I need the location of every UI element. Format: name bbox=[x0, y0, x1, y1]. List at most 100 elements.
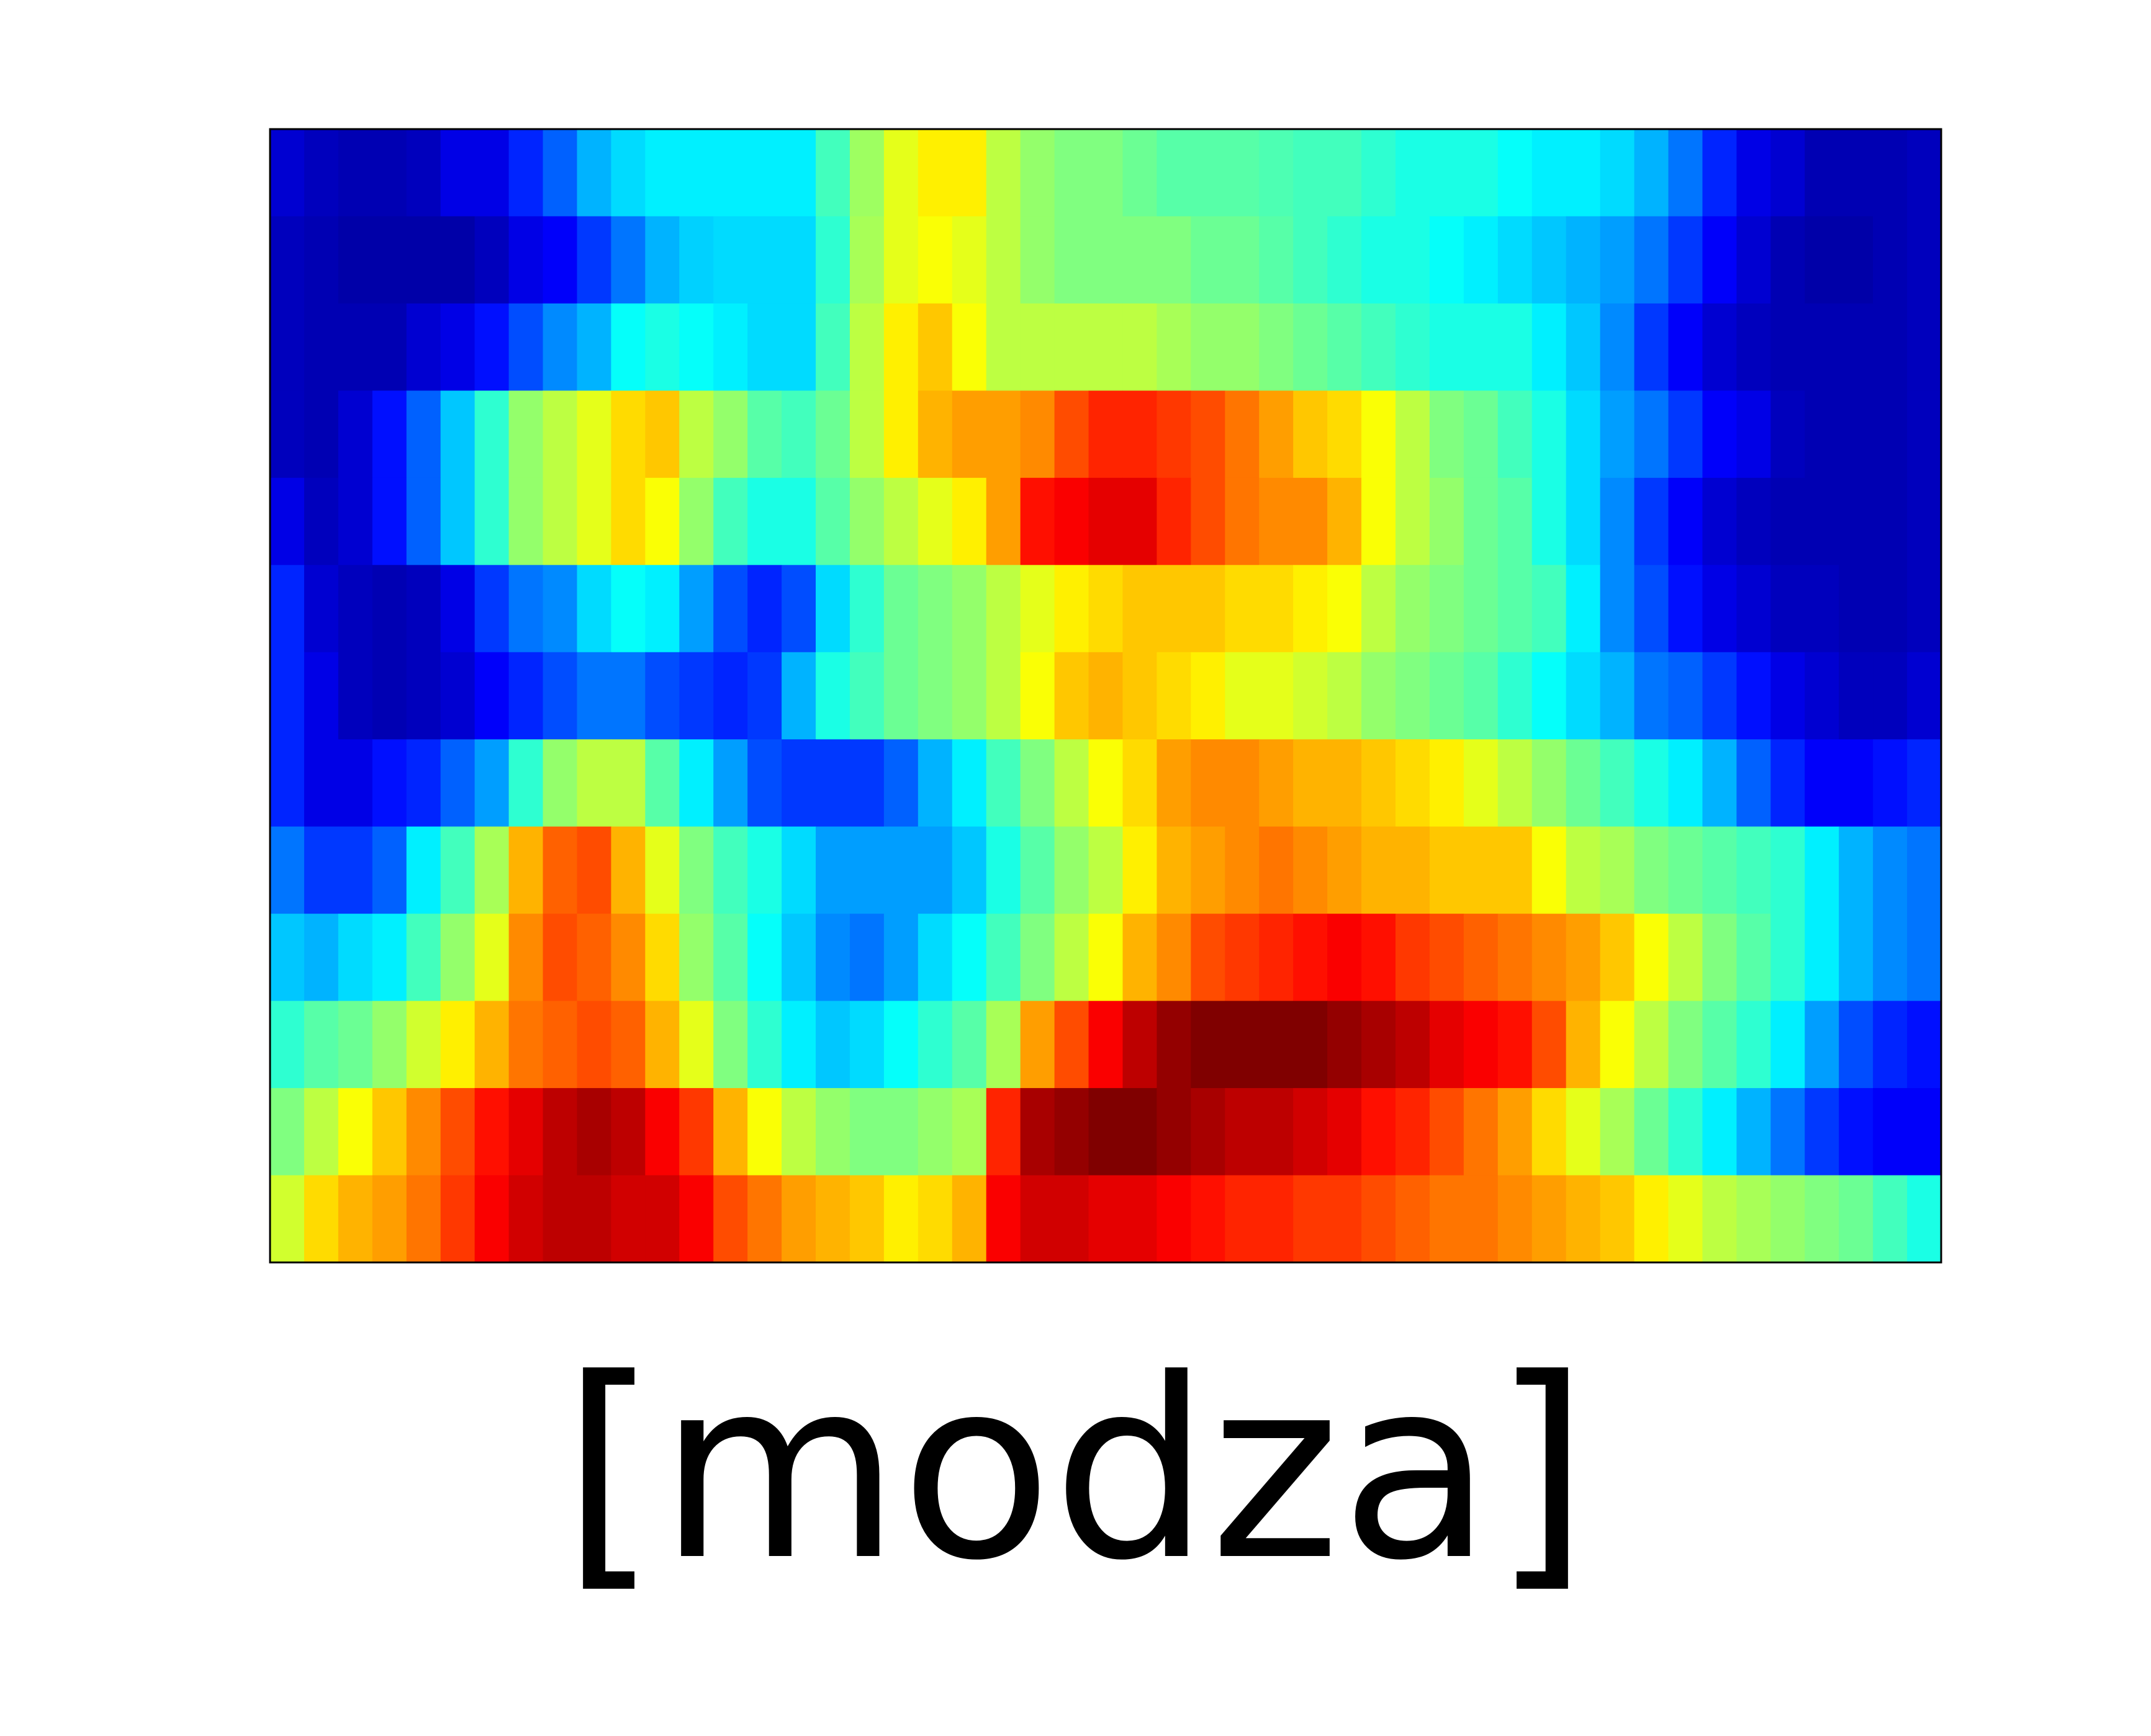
heatmap-cell-r6-c6 bbox=[474, 652, 510, 740]
heatmap-cell-r3-c20 bbox=[952, 390, 987, 479]
heatmap-cell-r10-c38 bbox=[1566, 1001, 1601, 1089]
heatmap-cell-r7-c21 bbox=[986, 739, 1021, 827]
heatmap-cell-r8-c35 bbox=[1463, 826, 1499, 914]
heatmap-cell-r6-c20 bbox=[952, 652, 987, 740]
heatmap-cell-r5-c17 bbox=[849, 565, 885, 653]
heatmap-cell-r0-c10 bbox=[611, 129, 646, 217]
heatmap-cell-r10-c13 bbox=[713, 1001, 748, 1089]
heatmap-cell-r5-c47 bbox=[1873, 565, 1908, 653]
heatmap-cell-r12-c46 bbox=[1839, 1175, 1874, 1263]
heatmap-cell-r5-c40 bbox=[1634, 565, 1669, 653]
heatmap-cell-r10-c21 bbox=[986, 1001, 1021, 1089]
heatmap-cell-r1-c45 bbox=[1805, 216, 1839, 304]
heatmap-cell-r6-c33 bbox=[1395, 652, 1430, 740]
heatmap-cell-r6-c18 bbox=[883, 652, 919, 740]
heatmap-cell-r2-c2 bbox=[338, 303, 373, 391]
heatmap-cell-r0-c22 bbox=[1020, 129, 1055, 217]
heatmap-cell-r9-c35 bbox=[1463, 914, 1499, 1002]
heatmap-cell-r8-c23 bbox=[1054, 826, 1089, 914]
heatmap-cell-r5-c4 bbox=[406, 565, 441, 653]
heatmap-cell-r2-c35 bbox=[1463, 303, 1499, 391]
heatmap-cell-r8-c17 bbox=[849, 826, 885, 914]
heatmap-cell-r8-c36 bbox=[1497, 826, 1533, 914]
heatmap-cell-r9-c24 bbox=[1088, 914, 1124, 1002]
heatmap-cell-r9-c31 bbox=[1327, 914, 1362, 1002]
heatmap-cell-r10-c19 bbox=[918, 1001, 953, 1089]
heatmap-cell-r5-c9 bbox=[577, 565, 611, 653]
heatmap-cell-r4-c39 bbox=[1600, 477, 1635, 565]
heatmap-cell-r2-c48 bbox=[1907, 303, 1942, 391]
heatmap-cell-r5-c12 bbox=[679, 565, 714, 653]
heatmap-cell-r12-c5 bbox=[440, 1175, 476, 1263]
heatmap-cell-r2-c10 bbox=[611, 303, 646, 391]
heatmap-cell-r9-c39 bbox=[1600, 914, 1635, 1002]
heatmap-cell-r11-c31 bbox=[1327, 1088, 1362, 1176]
heatmap-cell-r12-c22 bbox=[1020, 1175, 1055, 1263]
heatmap-cell-r3-c40 bbox=[1634, 390, 1669, 479]
heatmap-cell-r8-c39 bbox=[1600, 826, 1635, 914]
heatmap-cell-r12-c8 bbox=[543, 1175, 578, 1263]
heatmap-cell-r1-c47 bbox=[1873, 216, 1908, 304]
heatmap-cell-r10-c35 bbox=[1463, 1001, 1499, 1089]
heatmap-cell-r12-c43 bbox=[1736, 1175, 1771, 1263]
heatmap-cell-r2-c19 bbox=[918, 303, 953, 391]
heatmap-cell-r5-c18 bbox=[883, 565, 919, 653]
heatmap-cell-r9-c22 bbox=[1020, 914, 1055, 1002]
heatmap-cell-r3-c41 bbox=[1668, 390, 1703, 479]
heatmap-cell-r4-c1 bbox=[304, 477, 339, 565]
heatmap-cell-r11-c18 bbox=[883, 1088, 919, 1176]
heatmap-cell-r7-c44 bbox=[1770, 739, 1805, 827]
heatmap-cell-r6-c21 bbox=[986, 652, 1021, 740]
heatmap-cell-r7-c19 bbox=[918, 739, 953, 827]
heatmap-cell-r0-c3 bbox=[372, 129, 407, 217]
heatmap-cell-r11-c2 bbox=[338, 1088, 373, 1176]
heatmap-cell-r8-c15 bbox=[782, 826, 816, 914]
heatmap-cell-r12-c14 bbox=[747, 1175, 782, 1263]
heatmap-cell-r1-c22 bbox=[1020, 216, 1055, 304]
heatmap-cell-r12-c29 bbox=[1259, 1175, 1294, 1263]
heatmap-cell-r9-c34 bbox=[1429, 914, 1464, 1002]
heatmap-cell-r6-c34 bbox=[1429, 652, 1464, 740]
heatmap-cell-r4-c30 bbox=[1293, 477, 1328, 565]
heatmap-cell-r11-c0 bbox=[270, 1088, 305, 1176]
heatmap-cell-r9-c36 bbox=[1497, 914, 1533, 1002]
heatmap-cell-r4-c35 bbox=[1463, 477, 1499, 565]
heatmap-cell-r3-c2 bbox=[338, 390, 373, 479]
heatmap-cell-r9-c37 bbox=[1531, 914, 1567, 1002]
heatmap-cell-r0-c11 bbox=[645, 129, 680, 217]
heatmap-border bbox=[269, 128, 1942, 1264]
heatmap-cell-r0-c2 bbox=[338, 129, 373, 217]
heatmap-cell-r8-c9 bbox=[577, 826, 611, 914]
heatmap-cell-r8-c31 bbox=[1327, 826, 1362, 914]
heatmap-cell-r1-c3 bbox=[372, 216, 407, 304]
heatmap-cell-r0-c39 bbox=[1600, 129, 1635, 217]
heatmap-cell-r11-c20 bbox=[952, 1088, 987, 1176]
heatmap-cell-r5-c46 bbox=[1839, 565, 1874, 653]
heatmap-cell-r2-c40 bbox=[1634, 303, 1669, 391]
heatmap-cell-r6-c9 bbox=[577, 652, 611, 740]
heatmap-cell-r3-c30 bbox=[1293, 390, 1328, 479]
heatmap-cell-r2-c27 bbox=[1191, 303, 1225, 391]
heatmap-cell-r3-c5 bbox=[440, 390, 476, 479]
heatmap-cell-r9-c43 bbox=[1736, 914, 1771, 1002]
heatmap-cell-r8-c12 bbox=[679, 826, 714, 914]
heatmap-cell-r9-c48 bbox=[1907, 914, 1942, 1002]
heatmap-cell-r1-c16 bbox=[816, 216, 850, 304]
heatmap-cell-r2-c15 bbox=[782, 303, 816, 391]
heatmap-cell-r2-c34 bbox=[1429, 303, 1464, 391]
heatmap-cell-r5-c11 bbox=[645, 565, 680, 653]
heatmap-cell-r0-c29 bbox=[1259, 129, 1294, 217]
heatmap-cell-r10-c48 bbox=[1907, 1001, 1942, 1089]
heatmap-cell-r1-c46 bbox=[1839, 216, 1874, 304]
heatmap-cell-r12-c15 bbox=[782, 1175, 816, 1263]
heatmap-cell-r2-c26 bbox=[1157, 303, 1191, 391]
heatmap-cell-r6-c41 bbox=[1668, 652, 1703, 740]
heatmap-cell-r3-c21 bbox=[986, 390, 1021, 479]
heatmap-cell-r5-c42 bbox=[1702, 565, 1737, 653]
heatmap-cell-r0-c42 bbox=[1702, 129, 1737, 217]
heatmap-cell-r2-c46 bbox=[1839, 303, 1874, 391]
heatmap-cell-r0-c35 bbox=[1463, 129, 1499, 217]
heatmap-cell-r2-c28 bbox=[1225, 303, 1260, 391]
heatmap-cell-r0-c8 bbox=[543, 129, 578, 217]
heatmap-cell-r4-c21 bbox=[986, 477, 1021, 565]
